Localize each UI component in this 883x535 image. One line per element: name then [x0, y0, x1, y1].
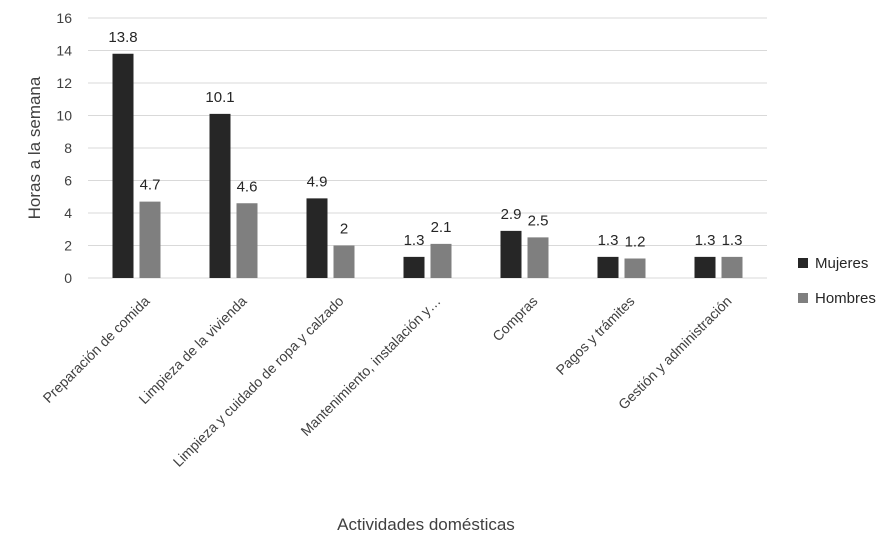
- y-tick-label: 4: [64, 205, 72, 221]
- x-category-label: Gestión y administración: [615, 293, 735, 413]
- bar-mujeres-0: [112, 53, 134, 278]
- bar-hombres-1: [236, 203, 258, 278]
- y-tick-label: 12: [56, 75, 72, 91]
- data-label: 4.9: [307, 173, 328, 190]
- bar-hombres-6: [721, 256, 743, 278]
- data-labels: 13.8 4.7 10.1 4.6 4.9 2 1.3 2.1 2.9 2.5 1.3 1.2 1.3 1…: [108, 29, 742, 251]
- legend-label-hombres: Hombres: [815, 290, 876, 307]
- bar-mujeres-6: [694, 256, 716, 278]
- data-label: 13.8: [108, 29, 137, 46]
- bar-hombres-0: [139, 201, 161, 278]
- data-label: 1.3: [598, 232, 619, 249]
- y-axis-title: Horas a la semana: [25, 76, 44, 219]
- data-label: 1.2: [625, 234, 646, 251]
- legend-swatch-hombres: [798, 293, 808, 303]
- y-tick-label: 10: [56, 108, 72, 124]
- x-axis-title: Actividades domésticas: [337, 515, 515, 534]
- bar-mujeres-2: [306, 198, 328, 278]
- y-tick-label: 6: [64, 173, 72, 189]
- data-label: 10.1: [205, 89, 234, 106]
- bar-hombres-3: [430, 243, 452, 278]
- data-label: 1.3: [722, 232, 743, 249]
- bars: [112, 53, 743, 278]
- bar-mujeres-3: [403, 256, 425, 278]
- y-tick-label: 2: [64, 238, 72, 254]
- y-tick-label: 8: [64, 140, 72, 156]
- bar-hombres-5: [624, 258, 646, 278]
- y-tick-label: 16: [56, 10, 72, 26]
- data-label: 2.1: [431, 219, 452, 236]
- data-label: 2: [340, 221, 348, 238]
- y-axis-ticks: 0 2 4 6 8 10 12 14 16: [56, 10, 72, 286]
- data-label: 2.5: [528, 212, 549, 229]
- y-tick-label: 14: [56, 43, 72, 59]
- x-category-label: Limpieza de la vivienda: [135, 293, 249, 407]
- legend-label-mujeres: Mujeres: [815, 255, 868, 272]
- x-category-label: Preparación de comida: [39, 293, 152, 406]
- data-label: 1.3: [404, 232, 425, 249]
- gridlines: [88, 17, 767, 279]
- data-label: 1.3: [695, 232, 716, 249]
- legend: Mujeres Hombres: [798, 255, 876, 307]
- bar-mujeres-4: [500, 230, 522, 278]
- x-category-label: Limpieza y cuidado de ropa y calzado: [170, 293, 347, 470]
- y-tick-label: 0: [64, 270, 72, 286]
- bar-hombres-2: [333, 245, 355, 278]
- x-category-label: Pagos y trámites: [553, 293, 638, 378]
- data-label: 4.6: [237, 178, 258, 195]
- bar-mujeres-1: [209, 113, 231, 278]
- data-label: 4.7: [140, 177, 161, 194]
- x-category-label: Compras: [489, 293, 540, 344]
- bar-hombres-4: [527, 237, 549, 278]
- legend-swatch-mujeres: [798, 258, 808, 268]
- bar-mujeres-5: [597, 256, 619, 278]
- data-label: 2.9: [501, 206, 522, 223]
